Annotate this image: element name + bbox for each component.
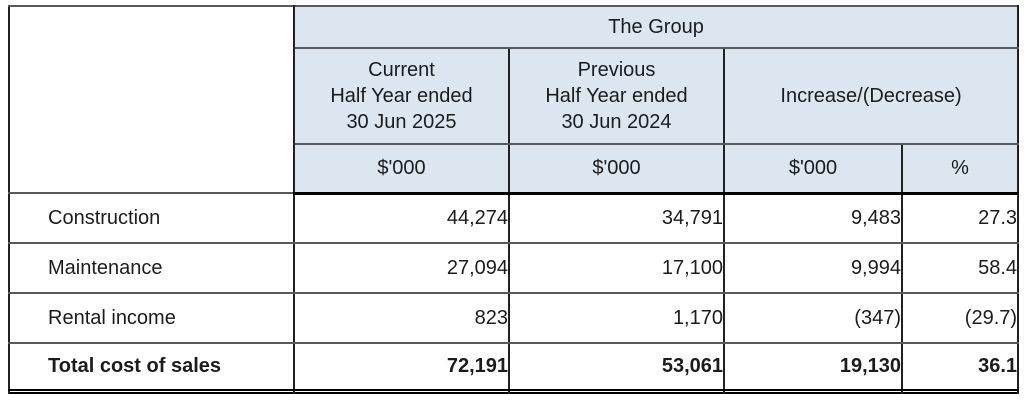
total-current: 72,191 bbox=[293, 342, 510, 391]
value-current: 44,274 bbox=[293, 192, 510, 244]
total-percent: 36.1 bbox=[900, 342, 1020, 391]
value-previous: 34,791 bbox=[508, 192, 725, 244]
units-header-row: $'000 $'000 $'000 % bbox=[9, 143, 1020, 195]
value-previous: 1,170 bbox=[508, 292, 725, 344]
double-rule-strip bbox=[8, 389, 1020, 393]
table-row-rental-income: Rental income 823 1,170 (347) (29.7) bbox=[8, 292, 1020, 344]
period-header-row: Current Half Year ended 30 Jun 2025 Prev… bbox=[9, 47, 1020, 145]
row-label: Rental income bbox=[8, 292, 295, 344]
total-change: 19,130 bbox=[723, 342, 903, 391]
units-current: $'000 bbox=[293, 143, 510, 195]
value-change: 9,483 bbox=[723, 192, 903, 244]
previous-period-header: Previous Half Year ended 30 Jun 2024 bbox=[508, 47, 725, 145]
value-percent: (29.7) bbox=[900, 292, 1020, 344]
units-percent: % bbox=[900, 143, 1020, 195]
cost-of-sales-table: The Group Current Half Year ended 30 Jun… bbox=[8, 5, 1020, 394]
total-label: Total cost of sales bbox=[8, 342, 295, 391]
current-period-header: Current Half Year ended 30 Jun 2025 bbox=[293, 47, 510, 145]
table-row-total-cost-of-sales: Total cost of sales 72,191 53,061 19,130… bbox=[8, 342, 1020, 391]
value-percent: 27.3 bbox=[900, 192, 1020, 244]
value-percent: 58.4 bbox=[900, 242, 1020, 294]
table-row-maintenance: Maintenance 27,094 17,100 9,994 58.4 bbox=[8, 242, 1020, 294]
increase-decrease-header: Increase/(Decrease) bbox=[722, 47, 1020, 145]
value-previous: 17,100 bbox=[508, 242, 725, 294]
units-previous: $'000 bbox=[508, 143, 725, 195]
value-change: (347) bbox=[723, 292, 903, 344]
total-previous: 53,061 bbox=[508, 342, 725, 391]
corner-empty-cell bbox=[8, 5, 295, 194]
value-current: 27,094 bbox=[293, 242, 510, 294]
value-current: 823 bbox=[293, 292, 510, 344]
table-row-construction: Construction 44,274 34,791 9,483 27.3 bbox=[8, 192, 1020, 244]
group-header-cell: The Group bbox=[292, 5, 1020, 49]
row-label: Maintenance bbox=[8, 242, 295, 294]
units-change: $'000 bbox=[723, 143, 903, 195]
row-label: Construction bbox=[8, 192, 295, 244]
value-change: 9,994 bbox=[723, 242, 903, 294]
group-header-row: The Group bbox=[8, 5, 1020, 194]
